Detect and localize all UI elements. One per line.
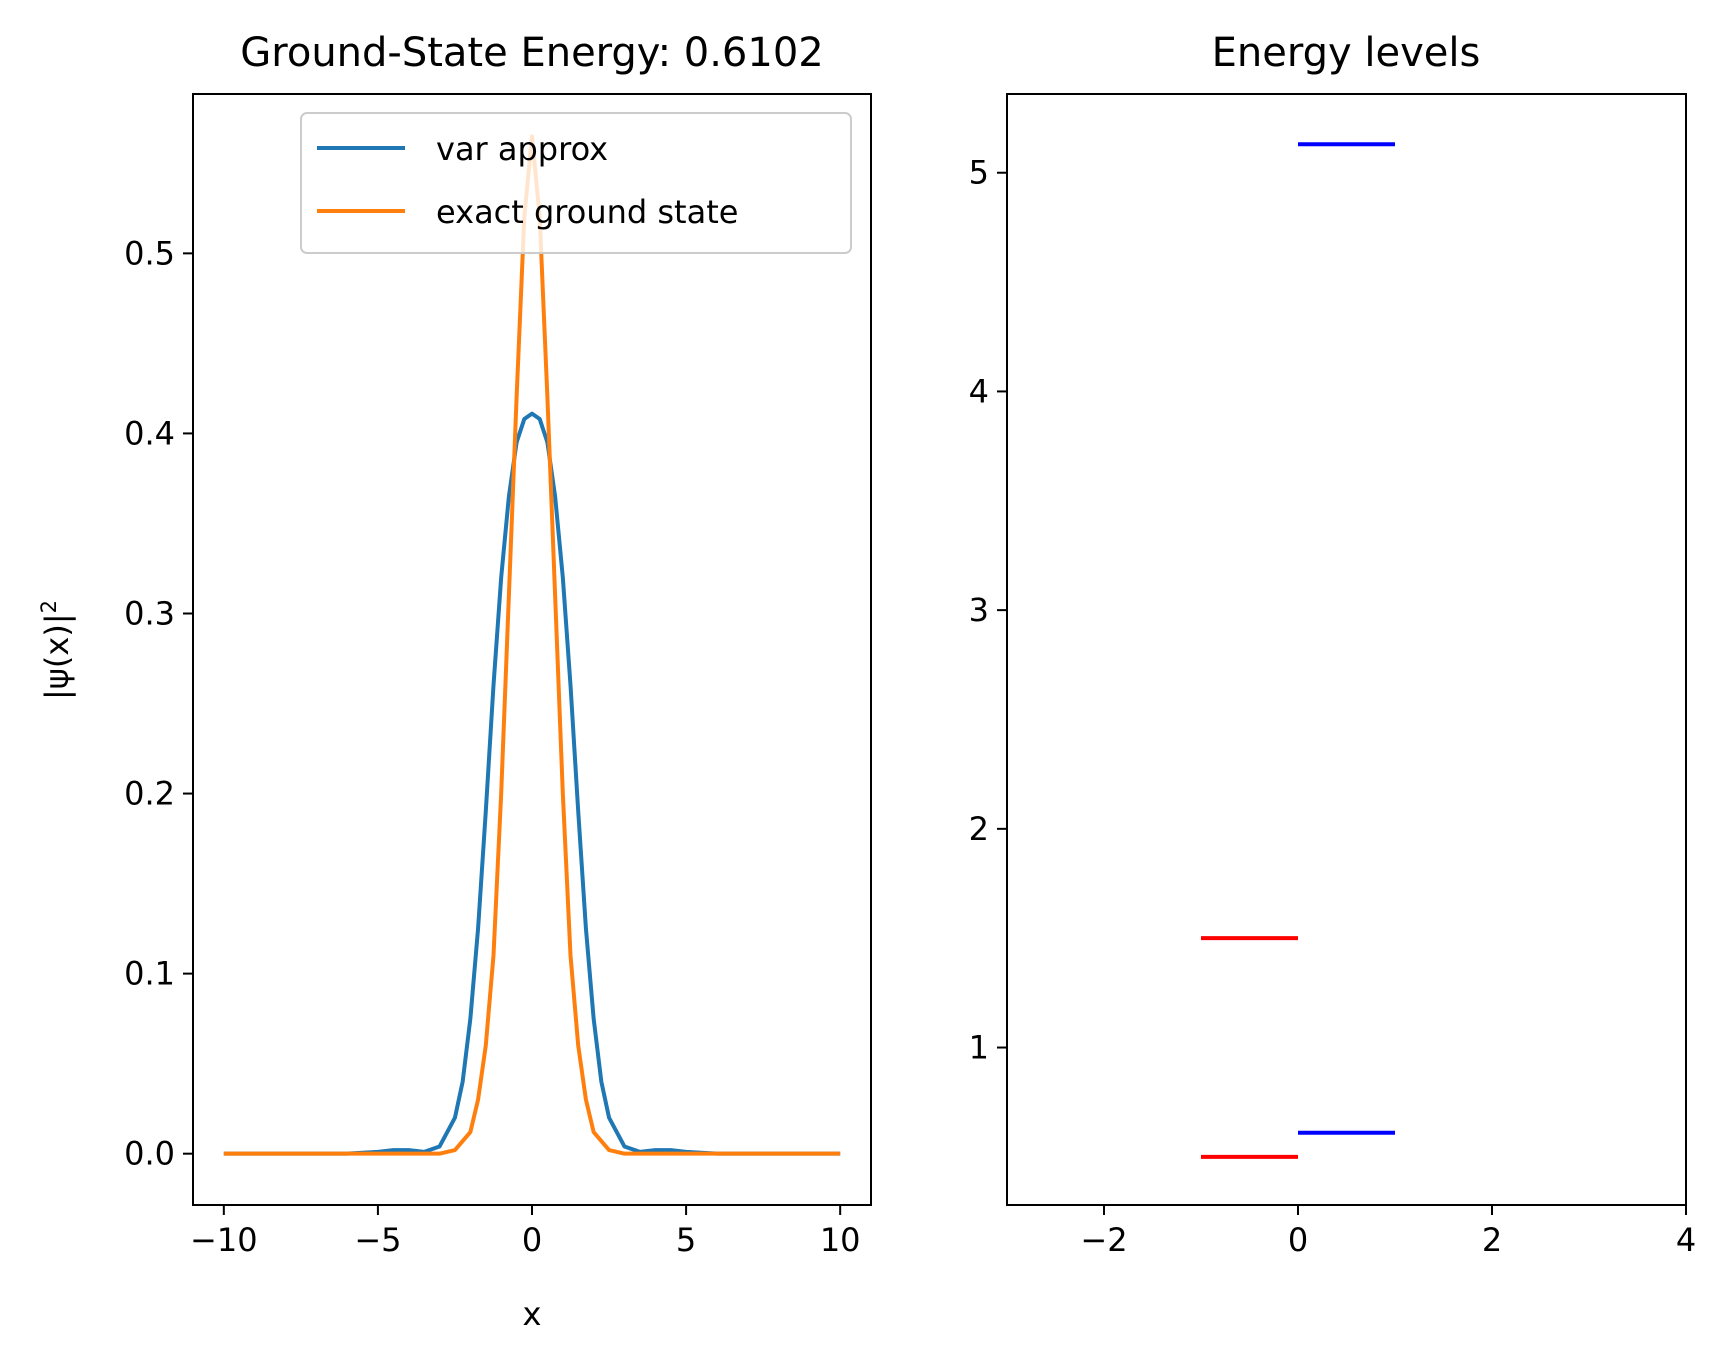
energy-levels-y-tick-label: 2 bbox=[969, 810, 989, 848]
energy-levels-axes-frame bbox=[1006, 93, 1687, 1206]
energy-levels-y-tick-label: 5 bbox=[969, 154, 989, 192]
wavefunction-y-tick-label: 0.2 bbox=[124, 775, 175, 813]
energy-levels-y-tick-label: 1 bbox=[969, 1029, 989, 1067]
wavefunction-plot-area bbox=[193, 94, 871, 1205]
energy-levels-chart-title: Energy levels bbox=[1212, 30, 1481, 76]
y-axis-label-exponent: 2 bbox=[37, 600, 61, 613]
y-axis-label-base: |ψ(x)| bbox=[38, 613, 76, 700]
energy-levels-y-tick-label: 3 bbox=[969, 591, 989, 629]
wavefunction-x-tick-label: 0 bbox=[522, 1221, 542, 1259]
wavefunction-y-tick-label: 0.1 bbox=[124, 955, 175, 993]
energy-levels-plot-area bbox=[1007, 94, 1686, 1205]
wavefunction-chart-title: Ground-State Energy: 0.6102 bbox=[240, 30, 823, 76]
legend-label-exact-ground-state: exact ground state bbox=[436, 193, 738, 231]
wavefunction-x-tick-label: 10 bbox=[820, 1221, 861, 1259]
wavefunction-y-tick-label: 0.5 bbox=[124, 234, 175, 272]
energy-levels-x-ticks: −2 0 2 4 bbox=[1080, 1205, 1696, 1259]
wavefunction-chart: −10 −5 0 5 10 0.0 0.1 0.2 0.3 0.4 0.5 Ground-Stat… bbox=[37, 30, 872, 1333]
energy-level-segments bbox=[1201, 142, 1395, 1159]
wavefunction-y-tick-label: 0.0 bbox=[124, 1135, 175, 1173]
wavefunction-legend: var approx exact ground state bbox=[300, 112, 852, 254]
energy-levels-chart: −2 0 2 4 1 2 3 4 5 Energy levels bbox=[969, 30, 1697, 1259]
wavefunction-x-axis-label: x bbox=[523, 1295, 542, 1333]
energy-levels-x-tick-label: −2 bbox=[1080, 1221, 1127, 1259]
energy-levels-x-tick-label: 0 bbox=[1288, 1221, 1308, 1259]
energy-levels-y-ticks: 1 2 3 4 5 bbox=[969, 154, 1007, 1067]
wavefunction-x-tick-label: −5 bbox=[354, 1221, 401, 1259]
energy-levels-x-tick-label: 2 bbox=[1482, 1221, 1502, 1259]
legend-label-var-approx: var approx bbox=[436, 130, 608, 168]
wavefunction-y-axis-label: |ψ(x)|2 bbox=[37, 600, 76, 700]
legend-frame bbox=[300, 112, 852, 254]
wavefunction-y-tick-label: 0.4 bbox=[124, 414, 175, 452]
wavefunction-y-tick-label: 0.3 bbox=[124, 594, 175, 632]
wavefunction-x-tick-label: −10 bbox=[190, 1221, 258, 1259]
wavefunction-x-tick-label: 5 bbox=[676, 1221, 696, 1259]
wavefunction-x-ticks: −10 −5 0 5 10 bbox=[190, 1205, 861, 1259]
wavefunction-y-ticks: 0.0 0.1 0.2 0.3 0.4 0.5 bbox=[124, 234, 193, 1173]
series-line-var-approx bbox=[223, 411, 841, 1156]
energy-levels-x-tick-label: 4 bbox=[1676, 1221, 1696, 1259]
energy-levels-y-tick-label: 4 bbox=[969, 372, 989, 410]
